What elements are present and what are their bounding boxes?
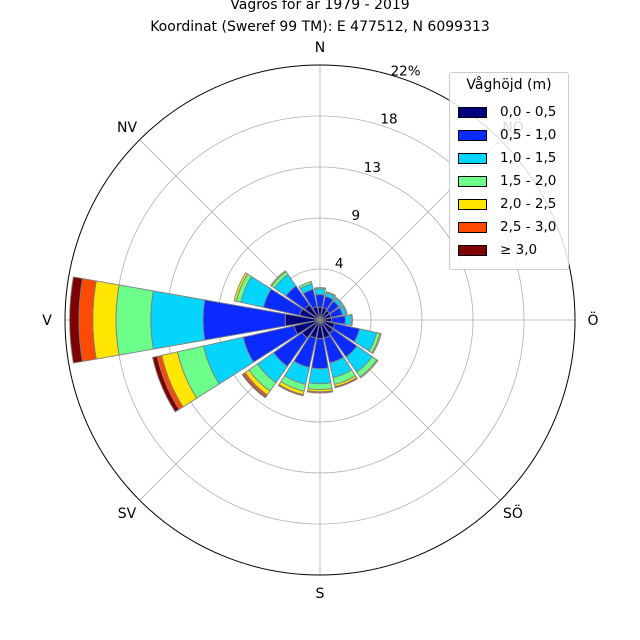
compass-label: S: [316, 586, 325, 602]
rose-wedge: [92, 280, 120, 360]
legend-swatch: [458, 176, 487, 187]
rose-wedge: [325, 291, 337, 298]
rose-wedge: [298, 281, 313, 290]
rose-wedge: [334, 377, 358, 389]
legend-label: 1,5 - 2,0: [500, 173, 557, 189]
legend-label: 2,0 - 2,5: [500, 196, 557, 212]
rose-wedge: [359, 359, 379, 379]
rose-wedge: [277, 383, 304, 397]
rose-wedge: [152, 355, 180, 413]
legend-label: 0,0 - 0,5: [500, 104, 557, 120]
radial-tick-label: 18: [380, 112, 397, 128]
rose-wedge: [306, 390, 334, 394]
rose-wedge: [350, 313, 353, 327]
rose-wedge: [334, 296, 344, 306]
legend-label: 2,5 - 3,0: [500, 219, 557, 235]
legend-swatch: [458, 153, 487, 164]
compass-label: V: [42, 313, 52, 329]
compass-label: SV: [118, 506, 137, 522]
rose-wedge: [233, 272, 249, 302]
legend: Våghöjd (m) 0,0 - 0,5 0,5 - 1,0 1,0 - 1,…: [449, 72, 569, 270]
chart-title: Vågros för år 1979 - 2019: [230, 0, 410, 13]
legend-title: Våghöjd (m): [466, 77, 552, 93]
legend-swatch: [458, 245, 487, 256]
rose-wedge: [341, 304, 348, 315]
radial-tick-label: 22%: [391, 63, 421, 79]
rose-wedge: [344, 314, 352, 326]
legend-label: 0,5 - 1,0: [500, 127, 557, 143]
compass-label: SÖ: [503, 504, 523, 522]
chart-subtitle: Koordinat (Sweref 99 TM): E 477512, N 60…: [150, 19, 490, 35]
rose-wedge: [313, 287, 327, 290]
rose-wedge: [150, 290, 206, 350]
rose-wedge: [308, 367, 332, 385]
radial-tick-label: 4: [335, 256, 344, 272]
rose-wedge: [371, 332, 382, 355]
legend-label: ≥ 3,0: [500, 242, 538, 258]
legend-swatch: [458, 222, 487, 233]
compass-label: Ö: [587, 311, 598, 329]
legend-swatch: [458, 130, 487, 141]
rose-wedge: [69, 276, 84, 364]
legend-swatch: [458, 199, 487, 210]
rose-wedge: [241, 373, 267, 399]
rose-wedge: [307, 382, 333, 390]
rose-wedge: [314, 288, 326, 296]
rose-wedge: [115, 284, 154, 356]
legend-label: 1,0 - 1,5: [500, 150, 557, 166]
compass-label: NV: [117, 120, 137, 136]
compass-label: N: [315, 40, 325, 56]
radial-tick-label: 13: [364, 160, 381, 176]
polar-frame: [64, 64, 576, 576]
rose-wedge: [270, 270, 287, 287]
radial-tick-label: 9: [352, 208, 361, 224]
legend-swatch: [458, 107, 487, 118]
